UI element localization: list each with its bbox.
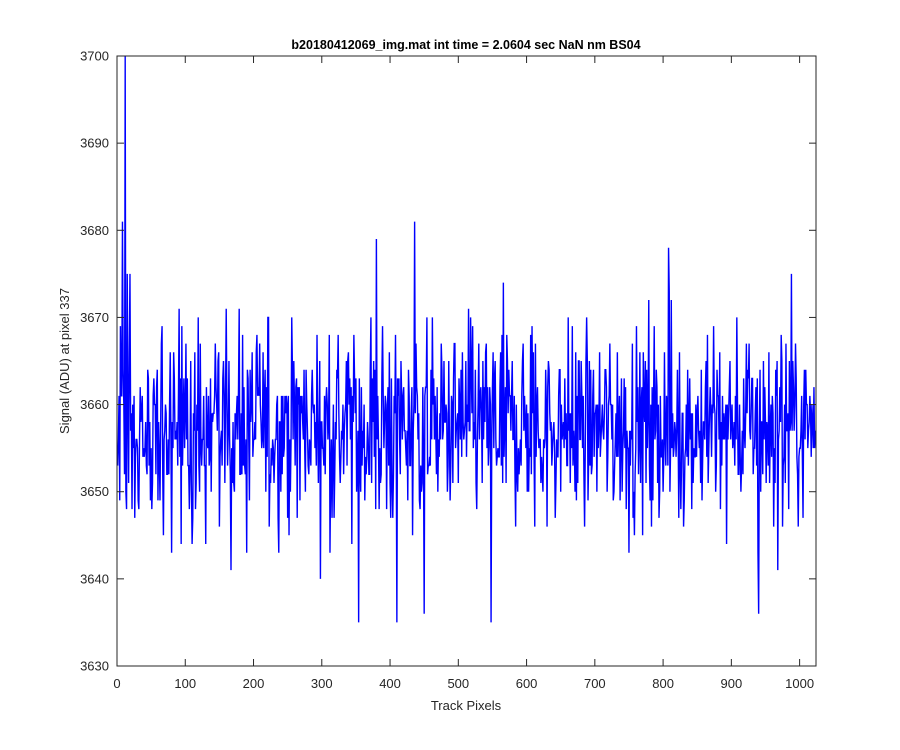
- y-tick-label: 3680: [80, 223, 109, 238]
- x-axis-label: Track Pixels: [431, 698, 502, 713]
- y-tick-label: 3690: [80, 136, 109, 151]
- x-tick-label: 200: [243, 676, 265, 691]
- x-tick-label: 900: [721, 676, 743, 691]
- y-tick-label: 3650: [80, 484, 109, 499]
- x-tick-label: 100: [174, 676, 196, 691]
- chart-title: b20180412069_img.mat int time = 2.0604 s…: [291, 38, 640, 52]
- x-tick-label: 1000: [785, 676, 814, 691]
- plot-frame: [116, 55, 817, 667]
- y-axis-ticks: 3630 3640 3650 3660 3670 3680 3690 3700: [80, 49, 816, 674]
- x-tick-label: 600: [516, 676, 538, 691]
- x-tick-label: 400: [379, 676, 401, 691]
- x-tick-label: 700: [584, 676, 606, 691]
- y-tick-label: 3670: [80, 310, 109, 325]
- signal-line-series: [117, 56, 816, 623]
- x-axis-ticks: 0 100 200 300 400 500 600 700 800 900 1000: [113, 56, 814, 691]
- y-tick-label: 3700: [80, 49, 109, 64]
- x-tick-label: 500: [447, 676, 469, 691]
- y-axis-label: Signal (ADU) at pixel 337: [57, 288, 72, 434]
- series-layer: [117, 56, 816, 623]
- x-tick-label: 800: [652, 676, 674, 691]
- y-tick-label: 3630: [80, 659, 109, 674]
- x-tick-label: 300: [311, 676, 333, 691]
- y-tick-label: 3640: [80, 571, 109, 586]
- x-tick-label: 0: [113, 676, 120, 691]
- y-tick-label: 3660: [80, 397, 109, 412]
